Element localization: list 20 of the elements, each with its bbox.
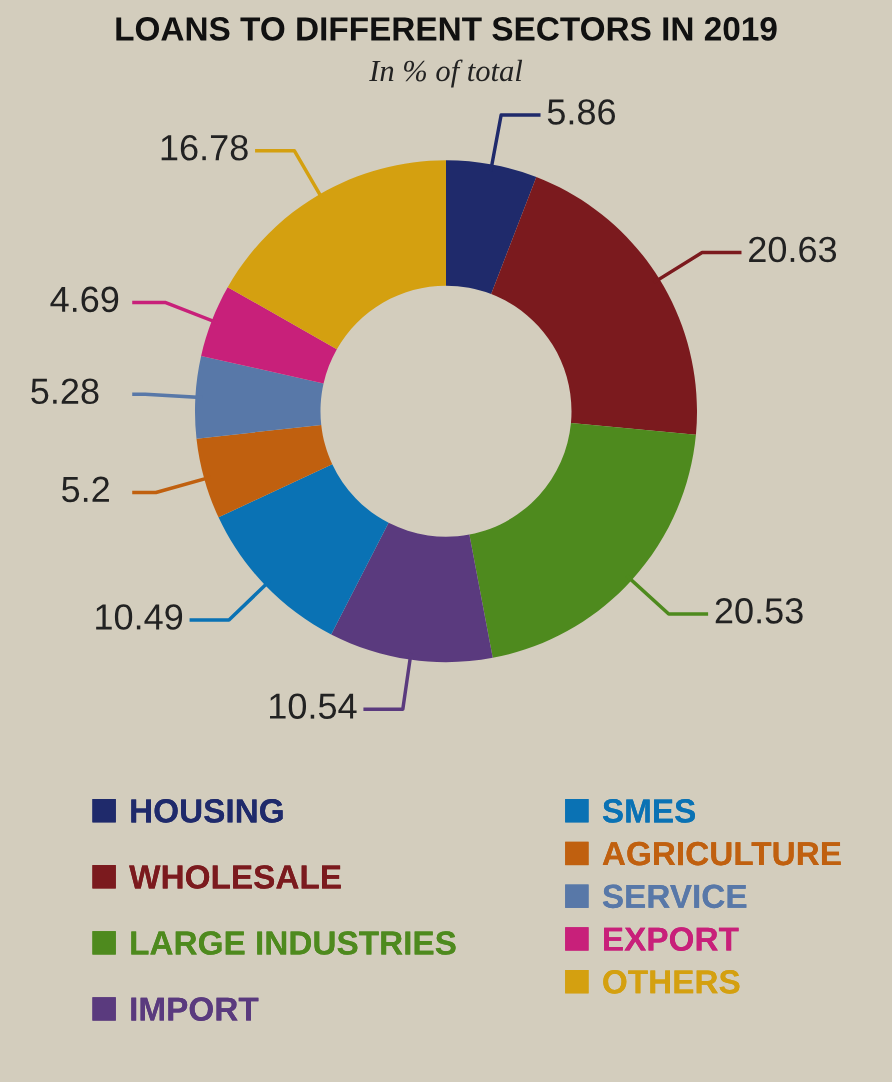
data-label: 10.54: [270, 693, 357, 719]
legend-label: EXPORT: [604, 927, 739, 951]
chart-title: LOANS TO DIFFERENT SECTORS IN 2019: [116, 17, 777, 41]
legend-label: AGRICULTURE: [602, 841, 841, 866]
data-label: 16.78: [161, 134, 248, 161]
legend-label: WHOLESALE: [129, 865, 341, 889]
legend-label: OTHERS: [603, 970, 740, 994]
data-label: 20.53: [715, 598, 803, 624]
legend-label: LARGE INDUSTRIES: [131, 931, 456, 955]
legend-label: IMPORT: [131, 997, 259, 1021]
data-label: 10.49: [96, 604, 183, 630]
data-label: 5.2: [62, 476, 109, 503]
data-label: 4.69: [50, 286, 119, 313]
chart-subtitle: In % of total: [369, 59, 523, 88]
data-label: 5.86: [547, 99, 616, 125]
legend-label: HOUSING: [131, 799, 283, 823]
legend-label: SMES: [602, 799, 696, 823]
data-label: 20.63: [749, 236, 837, 263]
legend-label: SERVICE: [602, 884, 747, 909]
data-label: 5.28: [31, 378, 99, 405]
